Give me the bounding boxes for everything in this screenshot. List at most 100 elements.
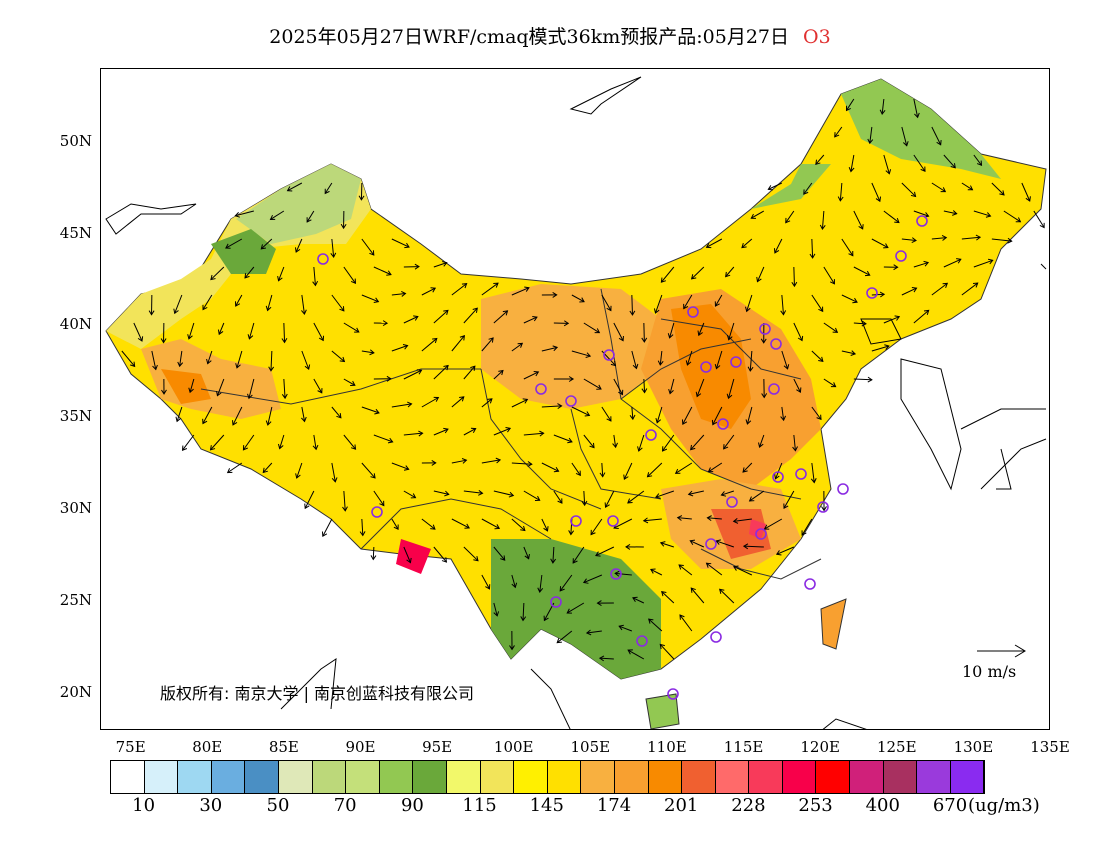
- wind-arrow: [705, 238, 723, 249]
- wind-arrow: [421, 396, 440, 408]
- wind-arrow: [391, 462, 410, 471]
- city-marker: [603, 349, 615, 361]
- colorbar-cell: [782, 761, 817, 793]
- wind-arrow: [793, 322, 804, 342]
- wind-arrow: [1003, 210, 1022, 223]
- colorbar-tick-label: 50: [266, 795, 290, 816]
- wind-arrow: [343, 434, 357, 450]
- wind-arrow: [668, 378, 675, 395]
- lon-tick-label: 100E: [493, 738, 534, 756]
- wind-arrow: [913, 154, 926, 173]
- wind-arrow: [343, 322, 360, 333]
- wind-arrow: [463, 307, 478, 324]
- city-marker: [717, 418, 729, 430]
- wind-arrow: [913, 260, 930, 268]
- wind-arrow: [811, 294, 824, 313]
- city-marker: [895, 250, 907, 262]
- copyright-text: 版权所有: 南京大学 | 南京创蓝科技有限公司: [160, 684, 475, 703]
- wind-arrow: [391, 238, 410, 249]
- wind-arrow: [463, 489, 484, 496]
- wind-arrow: [697, 322, 705, 337]
- wind-arrow: [403, 546, 412, 564]
- colorbar-cell: [111, 761, 145, 793]
- wind-arrow: [403, 315, 419, 324]
- wind-arrow: [679, 614, 693, 632]
- lon-tick-label: 125E: [876, 738, 917, 756]
- wind-arrow: [481, 518, 501, 530]
- wind-arrow: [433, 490, 450, 497]
- wind-arrow: [331, 350, 346, 363]
- wind-arrow: [541, 345, 559, 352]
- wind-arrow: [629, 294, 636, 316]
- wind-arrow: [809, 238, 816, 259]
- wind-arrow: [650, 568, 663, 576]
- wind-arrow: [853, 320, 867, 327]
- wind-arrow: [648, 618, 663, 632]
- colorbar-cell: [715, 761, 750, 793]
- wind-arrow: [871, 344, 890, 352]
- wind-arrow: [625, 543, 644, 550]
- wind-arrow: [991, 237, 1013, 244]
- wind-arrow: [493, 310, 509, 324]
- lat-tick-label: 50N: [59, 131, 92, 150]
- wind-arrow: [801, 518, 813, 536]
- colorbar-tick-label: 253: [798, 795, 833, 816]
- wind-arrow: [359, 518, 366, 537]
- wind-arrow: [451, 335, 465, 352]
- wind-arrow: [358, 182, 365, 201]
- wind-arrow: [775, 546, 795, 556]
- colorbar-cell: [480, 761, 515, 793]
- wind-arrow: [683, 294, 693, 310]
- wind-arrow: [604, 490, 615, 508]
- wind-arrow: [931, 182, 947, 193]
- wind-arrow: [1033, 210, 1045, 229]
- wind-arrow: [598, 655, 614, 662]
- wind-arrow: [301, 294, 307, 315]
- colorbar-cell: [245, 761, 279, 793]
- wind-arrow: [655, 406, 663, 424]
- wind-arrow: [265, 406, 273, 426]
- wind-arrow: [177, 350, 184, 368]
- wind-arrow: [343, 378, 356, 386]
- wind-arrow: [661, 590, 675, 604]
- wind-arrow: [745, 406, 753, 425]
- wind-arrow: [451, 458, 468, 464]
- wind-arrow: [973, 258, 994, 268]
- colorbar-tick-label: 145: [529, 795, 564, 816]
- wind-arrow: [792, 434, 798, 452]
- wind-arrow: [901, 126, 909, 147]
- wind-arrow: [373, 434, 394, 444]
- wind-arrow: [748, 490, 765, 502]
- wind-arrow: [883, 315, 901, 324]
- wind-arrow: [901, 287, 918, 296]
- wind-arrow: [685, 350, 693, 366]
- wind-arrow: [421, 337, 438, 352]
- wind-arrow: [659, 541, 675, 548]
- wind-arrow: [943, 258, 962, 268]
- wind-arrow: [331, 294, 345, 312]
- colorbar-tick-label: 10: [132, 795, 156, 816]
- wind-arrow: [780, 294, 787, 316]
- colorbar-unit: (ug/m3): [968, 795, 1040, 816]
- wind-arrow: [723, 434, 735, 450]
- wind-arrow: [773, 238, 783, 254]
- city-marker: [550, 596, 562, 608]
- wind-arrow: [541, 462, 560, 473]
- wind-arrow: [161, 378, 167, 395]
- wind-arrow: [340, 210, 347, 230]
- wind-arrow: [206, 350, 213, 365]
- city-marker: [730, 356, 742, 368]
- wind-arrow: [277, 266, 285, 282]
- wind-arrow: [761, 378, 768, 399]
- wind-arrow: [695, 378, 705, 398]
- wind-arrow: [312, 434, 319, 451]
- wind-arrow: [188, 378, 195, 394]
- wind-arrow: [463, 365, 476, 380]
- wind-arrow: [226, 462, 243, 474]
- wind-arrow: [281, 378, 288, 400]
- wind-arrow: [711, 406, 723, 426]
- wind-arrow: [451, 396, 465, 408]
- wind-arrow: [451, 518, 471, 529]
- colorbar-cell: [178, 761, 212, 793]
- city-marker: [371, 506, 383, 518]
